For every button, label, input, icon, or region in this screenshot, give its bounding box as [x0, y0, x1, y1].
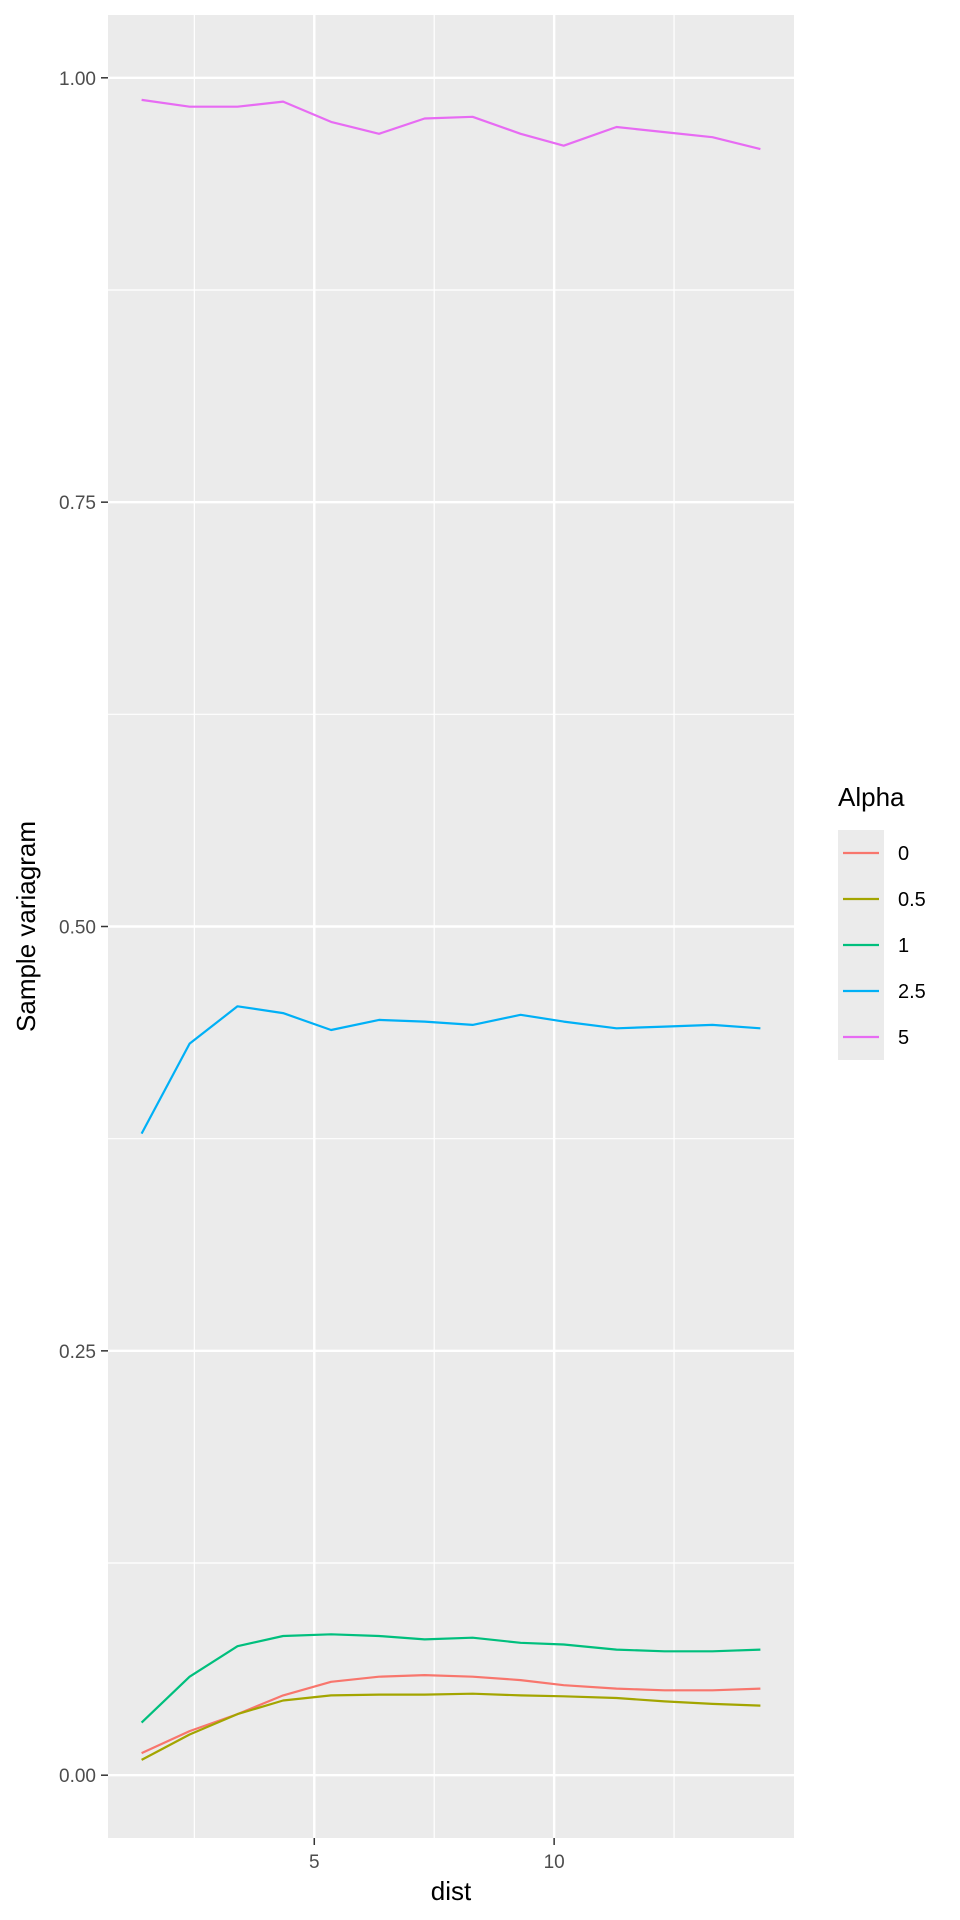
y-tick-label: 0.25	[59, 1342, 96, 1363]
y-tick-label: 1.00	[59, 69, 96, 90]
y-tick-label: 0.75	[59, 493, 96, 514]
y-tick-label: 0.00	[59, 1766, 96, 1787]
legend-items: 0 0.5 1 2.5 5	[843, 843, 926, 1049]
x-axis: 5 10	[309, 1838, 565, 1873]
series-line-2.5	[140, 1005, 761, 1135]
series-lines	[140, 98, 761, 1761]
major-gridlines	[108, 15, 794, 1838]
y-tick-label: 0.50	[59, 918, 96, 939]
series-line-5	[141, 98, 761, 151]
legend-label-1: 1	[898, 935, 909, 957]
series-line-0.5	[141, 1692, 761, 1761]
y-axis: 0.00 0.25 0.50 0.75 1.00	[59, 69, 108, 1787]
y-axis-title: Sample variagram	[11, 821, 41, 1032]
legend-label-0: 0	[898, 843, 909, 865]
x-tick-label: 10	[544, 1852, 565, 1873]
legend: Alpha 0 0.5 1 2.5 5	[838, 782, 926, 1060]
series-line-1	[140, 1633, 761, 1724]
legend-label-0.5: 0.5	[898, 889, 926, 911]
x-axis-title: dist	[431, 1876, 472, 1906]
x-tick-label: 5	[309, 1852, 320, 1873]
legend-title: Alpha	[838, 782, 905, 812]
legend-label-2.5: 2.5	[898, 981, 926, 1003]
legend-label-5: 5	[898, 1027, 909, 1049]
